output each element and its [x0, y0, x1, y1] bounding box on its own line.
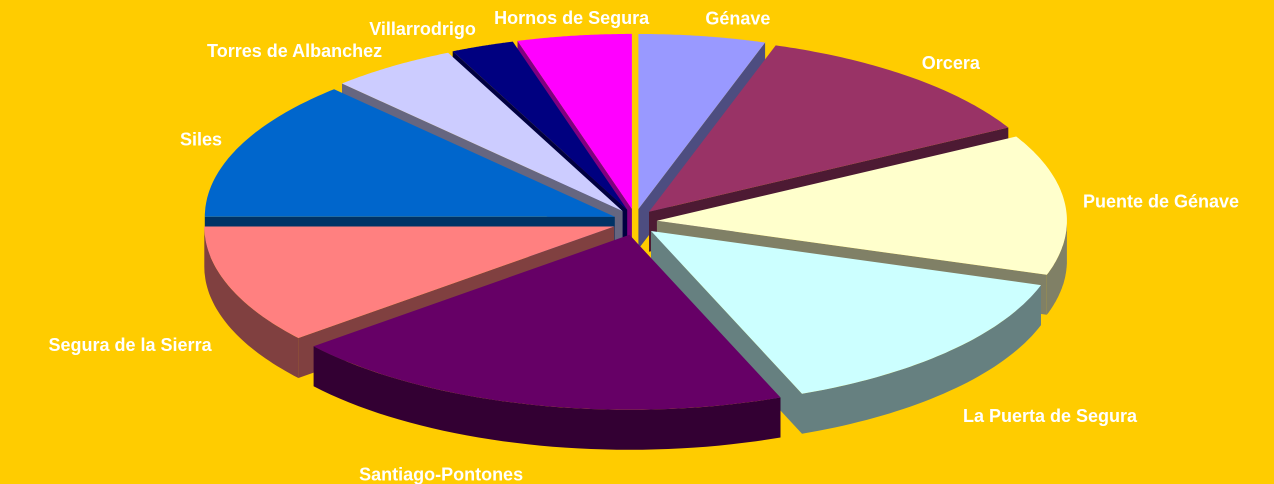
- slice: [656, 136, 1067, 275]
- slice-label: Segura de la Sierra: [49, 335, 213, 355]
- slice-label: Orcera: [922, 53, 981, 73]
- slice: [204, 226, 615, 338]
- slice: [517, 33, 632, 209]
- slice-label: Hornos de Segura: [494, 8, 650, 28]
- slice-label: Villarrodrigo: [369, 19, 476, 39]
- slice-label: La Puerta de Segura: [963, 406, 1138, 426]
- slice: [452, 41, 628, 210]
- slice-side: [1046, 220, 1067, 315]
- slice-side: [802, 285, 1041, 434]
- slice-label: Puente de Génave: [1083, 191, 1239, 211]
- slice: [204, 89, 615, 217]
- slice-label: Santiago-Pontones: [359, 464, 523, 484]
- slice-label: Siles: [180, 129, 222, 149]
- slice-label: Torres de Albanchez: [207, 41, 382, 61]
- slice: [651, 231, 1041, 394]
- slice: [342, 52, 623, 212]
- slice-side: [204, 226, 299, 378]
- slice: [649, 45, 1009, 212]
- slice-side: [313, 346, 781, 450]
- slice-label: Génave: [705, 8, 770, 28]
- slice: [313, 234, 781, 410]
- slice: [638, 34, 766, 209]
